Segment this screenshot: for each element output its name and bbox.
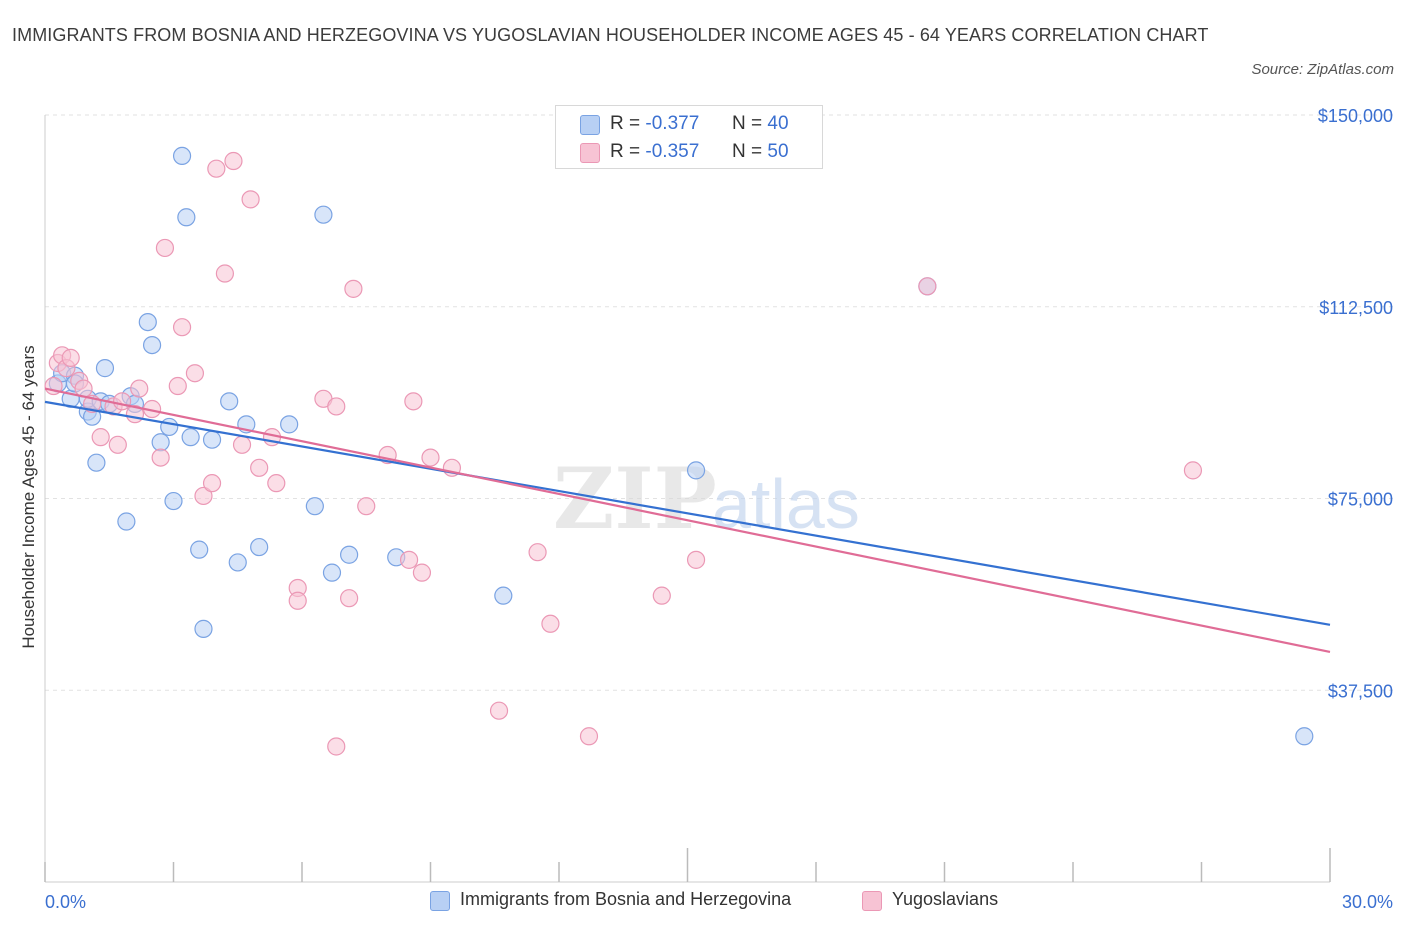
point-bosnia: [177, 208, 196, 227]
bottom-legend-swatch-yugoslavians: [862, 891, 882, 911]
r-label: R =: [610, 113, 641, 134]
point-yugoslavians: [918, 277, 937, 296]
point-yugoslavians: [267, 474, 286, 493]
point-bosnia: [172, 146, 192, 166]
point-yugoslavians: [541, 614, 560, 633]
point-yugoslavians: [327, 737, 346, 756]
y-tick-label: $150,000: [1318, 106, 1393, 126]
point-bosnia: [686, 461, 706, 480]
point-bosnia: [95, 359, 115, 378]
point-yugoslavians: [250, 458, 269, 477]
point-bosnia: [228, 553, 247, 572]
point-yugoslavians: [344, 279, 363, 298]
point-yugoslavians: [489, 701, 509, 720]
point-yugoslavians: [202, 474, 222, 493]
trend-line-yugoslavians: [44, 387, 1331, 653]
point-yugoslavians: [327, 397, 346, 416]
point-bosnia: [164, 491, 183, 511]
point-bosnia: [181, 428, 200, 447]
point-yugoslavians: [421, 448, 440, 467]
legend-swatch-yugoslavians: [580, 143, 600, 163]
point-yugoslavians: [399, 550, 419, 569]
point-bosnia: [1295, 727, 1314, 746]
point-yugoslavians: [652, 586, 671, 605]
point-bosnia: [314, 205, 333, 224]
x-tick-label-max: 30.0%: [1342, 892, 1393, 912]
point-bosnia: [117, 512, 136, 531]
bottom-legend-label-bosnia: Immigrants from Bosnia and Herzegovina: [460, 889, 792, 909]
point-yugoslavians: [404, 392, 423, 411]
legend-n-bosnia: 40: [767, 113, 789, 134]
point-yugoslavians: [155, 238, 175, 258]
point-bosnia: [160, 417, 179, 437]
bottom-legend-label-yugoslavians: Yugoslavians: [892, 889, 999, 909]
point-yugoslavians: [340, 589, 359, 608]
point-bosnia: [194, 619, 213, 638]
point-yugoslavians: [412, 563, 432, 582]
point-bosnia: [202, 430, 222, 449]
point-yugoslavians: [1183, 461, 1203, 480]
trend-lines: [44, 387, 1331, 653]
tick-labels: $37,500 $75,000 $112,500 $150,000 0.0% 30.0%: [45, 106, 1393, 912]
point-bosnia: [340, 545, 359, 564]
point-bosnia: [280, 415, 299, 434]
point-yugoslavians: [686, 550, 706, 569]
legend-n-yugoslavians: 50: [767, 141, 789, 162]
legend-swatch-bosnia: [580, 115, 600, 135]
point-yugoslavians: [172, 318, 192, 337]
point-bosnia: [142, 336, 162, 355]
point-yugoslavians: [224, 151, 243, 171]
point-yugoslavians: [215, 264, 234, 283]
point-yugoslavians: [207, 159, 226, 178]
axes: [44, 115, 1331, 883]
r-label: R =: [610, 141, 641, 162]
bottom-legend-swatch-bosnia: [430, 891, 450, 911]
source-label: Source: ZipAtlas.com: [1251, 61, 1394, 78]
point-yugoslavians: [194, 486, 213, 506]
legend-r-yugoslavians: -0.357: [645, 141, 700, 162]
x-tick-label-min: 0.0%: [45, 892, 86, 912]
point-bosnia: [494, 586, 513, 605]
point-yugoslavians: [528, 543, 547, 562]
y-tick-label: $37,500: [1328, 681, 1393, 701]
point-yugoslavians: [108, 435, 127, 454]
point-yugoslavians: [130, 379, 149, 398]
stats-legend: R = -0.377 N = 40 R = -0.357 N = 50: [555, 105, 823, 169]
y-axis-label: Householder Income Ages 45 - 64 years: [19, 345, 38, 648]
y-tick-label: $112,500: [1319, 298, 1393, 318]
chart-title: IMMIGRANTS FROM BOSNIA AND HERZEGOVINA V…: [12, 25, 1209, 45]
point-bosnia: [220, 392, 239, 411]
data-points: [44, 146, 1314, 756]
point-bosnia: [151, 433, 170, 452]
point-yugoslavians: [232, 435, 252, 454]
point-yugoslavians: [112, 392, 132, 411]
legend-r-bosnia: -0.377: [645, 113, 700, 134]
point-yugoslavians: [61, 348, 80, 367]
n-label: N =: [732, 113, 763, 134]
point-yugoslavians: [151, 448, 170, 467]
point-yugoslavians: [288, 591, 307, 610]
n-label: N =: [732, 141, 763, 162]
point-yugoslavians: [168, 376, 187, 396]
point-yugoslavians: [357, 497, 376, 516]
point-bosnia: [250, 537, 269, 557]
point-bosnia: [190, 540, 209, 559]
point-bosnia: [305, 497, 324, 516]
point-yugoslavians: [185, 364, 205, 383]
point-bosnia: [322, 563, 342, 582]
y-tick-label: $75,000: [1328, 490, 1393, 510]
trend-line-bosnia: [44, 400, 1331, 626]
point-bosnia: [87, 453, 106, 472]
point-bosnia: [138, 312, 157, 332]
point-yugoslavians: [579, 727, 599, 746]
point-yugoslavians: [241, 190, 260, 209]
point-yugoslavians: [91, 428, 110, 447]
